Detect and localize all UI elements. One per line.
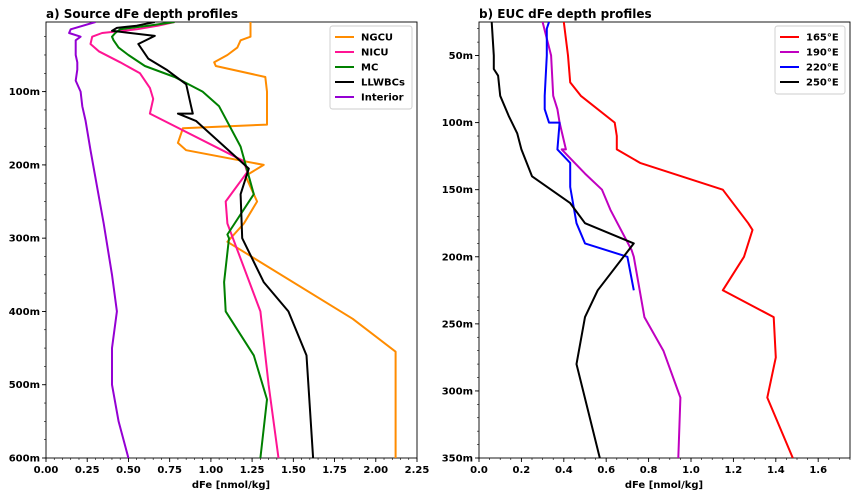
x-tick-label: 0.4	[555, 465, 573, 476]
x-tick-label: 2.25	[405, 465, 430, 476]
x-tick-label: 1.2	[725, 465, 743, 476]
legend-label: MC	[361, 63, 378, 74]
x-tick-label: 0.8	[640, 465, 658, 476]
x-tick-label: 1.00	[199, 465, 224, 476]
legend-label: NICU	[361, 48, 389, 59]
series-line-220-e	[543, 22, 635, 291]
x-tick-label: 1.4	[767, 465, 785, 476]
y-tick-label: 200m	[9, 160, 40, 171]
y-tick-label: 350m	[442, 454, 473, 465]
panel-b-legend: 165°E 190°E 220°E 250°E	[774, 25, 846, 95]
y-tick-label: 50m	[449, 51, 473, 62]
y-tick-label: 100m	[9, 87, 40, 98]
legend-box	[774, 25, 846, 95]
legend-label: 190°E	[806, 48, 839, 59]
legend-label: 165°E	[806, 33, 839, 44]
panel-a-xlabel: dFe [nmol/kg]	[192, 480, 270, 491]
series-line-250-e	[490, 22, 635, 458]
panel-b: b) EUC dFe depth profiles 0.0 0.2 0.4 0.6 0.…	[442, 7, 851, 491]
y-tick-label: 500m	[9, 380, 40, 391]
x-tick-label: 1.0	[682, 465, 700, 476]
y-tick-label: 300m	[9, 234, 40, 245]
legend-label: LLWBCs	[361, 78, 405, 89]
series-line-mc	[111, 22, 268, 458]
legend-label: Interior	[361, 93, 404, 104]
panel-b-xlabel: dFe [nmol/kg]	[625, 480, 703, 491]
y-tick-label: 150m	[442, 185, 473, 196]
x-tick-label: 0.2	[513, 465, 531, 476]
legend-box	[329, 25, 413, 110]
series-line-nicu	[89, 22, 280, 458]
x-tick-label: 1.25	[240, 465, 265, 476]
x-tick-label: 0.75	[157, 465, 182, 476]
panel-b-frame	[478, 21, 851, 459]
legend-label: 220°E	[806, 63, 839, 74]
series-line-190-e	[541, 22, 682, 458]
y-tick-label: 250m	[442, 319, 473, 330]
x-tick-label: 0.0	[470, 465, 488, 476]
x-tick-label: 0.25	[75, 465, 100, 476]
panel-b-title: b) EUC dFe depth profiles	[479, 7, 652, 21]
x-tick-label: 0.00	[34, 465, 59, 476]
x-tick-label: 1.75	[322, 465, 347, 476]
y-tick-label: 400m	[9, 307, 40, 318]
panel-a-title: a) Source dFe depth profiles	[46, 7, 238, 21]
y-tick-label: 300m	[442, 386, 473, 397]
y-tick-label: 100m	[442, 118, 473, 129]
x-tick-label: 1.50	[281, 465, 306, 476]
x-tick-label: 1.6	[809, 465, 827, 476]
x-tick-label: 2.00	[363, 465, 388, 476]
y-tick-label: 200m	[442, 252, 473, 263]
series-line-165-e	[562, 22, 794, 458]
x-tick-label: 0.6	[597, 465, 615, 476]
panel-a-legend: NGCU NICU MC LLWBCs Interior	[329, 25, 413, 110]
x-tick-label: 0.50	[116, 465, 141, 476]
legend-label: 250°E	[806, 78, 839, 89]
series-line-llwbcs	[111, 22, 315, 458]
legend-label: NGCU	[361, 33, 393, 44]
panel-a: a) Source dFe depth profiles 0.00 0.25 0.5…	[9, 7, 430, 491]
series-line-interior	[68, 22, 130, 458]
series-line-ngcu	[176, 22, 397, 458]
y-tick-label: 600m	[9, 454, 40, 465]
